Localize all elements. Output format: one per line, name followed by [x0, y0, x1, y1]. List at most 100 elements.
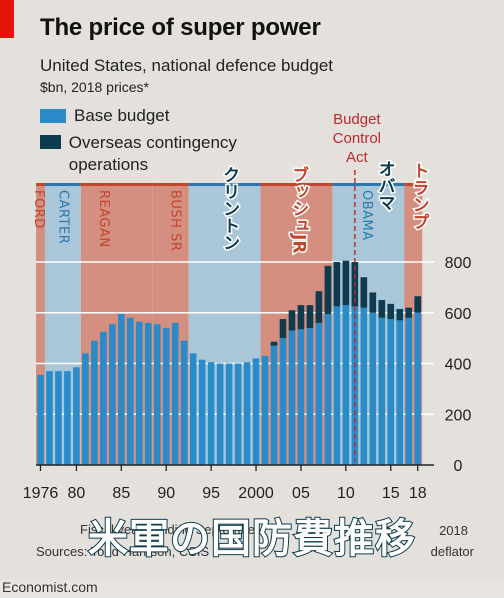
- bar-oco: [360, 277, 368, 308]
- bar-base: [144, 322, 152, 465]
- x-tick-label: 10: [337, 485, 355, 502]
- bar-oco: [342, 260, 350, 306]
- bar-base: [216, 363, 224, 465]
- admin-label: クリントン: [219, 166, 239, 251]
- bar-oco: [405, 307, 413, 318]
- bar-base: [162, 327, 170, 465]
- bar-base: [270, 345, 278, 465]
- brand-red-tab: [0, 0, 14, 38]
- bar-base: [171, 322, 179, 465]
- bar-base: [369, 312, 377, 465]
- bar-base: [82, 353, 89, 465]
- chart-source: Sources: Todd Harrison, CSIS: [36, 544, 210, 559]
- bar-base: [109, 324, 116, 465]
- bar-base: [288, 330, 296, 465]
- bar-base: [279, 338, 287, 465]
- bar-oco: [297, 305, 305, 330]
- bar-oco: [378, 300, 386, 318]
- legend-item-base: Base budget: [40, 106, 169, 126]
- bar-oco: [279, 319, 287, 339]
- x-tick-label: 15: [382, 485, 400, 502]
- bar-base: [225, 363, 233, 465]
- bar-base: [198, 359, 206, 465]
- admin-label: FORD: [31, 190, 46, 229]
- bar-oco: [333, 262, 341, 307]
- bar-base: [135, 321, 143, 465]
- bar-base: [100, 331, 107, 465]
- legend-label-oco: Overseas contingency operations: [68, 133, 237, 174]
- bar-base: [414, 312, 422, 465]
- bar-oco: [387, 303, 395, 320]
- bar-base: [360, 307, 368, 465]
- bar-base: [126, 317, 134, 465]
- chart-title: The price of super power: [40, 14, 321, 41]
- footer-credit: Economist.com: [2, 579, 98, 595]
- admin-band-top-line: [404, 183, 423, 186]
- chart-source-right: deflator: [430, 544, 474, 559]
- x-tick-label: 2000: [238, 485, 274, 502]
- annotation-label: Control: [333, 130, 381, 147]
- overlay-caption: 米軍の国防費推移: [87, 516, 416, 562]
- admin-band-top-line: [260, 183, 333, 186]
- bar-oco: [369, 292, 377, 313]
- bar-base: [252, 358, 260, 465]
- y-tick-label: 0: [454, 458, 463, 475]
- admin-band-top-line: [36, 183, 45, 186]
- bar-base: [118, 314, 125, 465]
- annotation-label: Act: [346, 149, 369, 166]
- bar-base: [324, 314, 332, 465]
- bar-base: [342, 305, 350, 465]
- chart-unit: $bn, 2018 prices*: [40, 79, 149, 95]
- x-tick-label: 80: [68, 485, 86, 502]
- admin-band-top-line: [152, 183, 189, 186]
- admin-label: トランプ: [409, 162, 429, 230]
- bar-base: [64, 371, 71, 465]
- bar-base: [189, 353, 197, 465]
- admin-label: REAGAN: [96, 190, 111, 248]
- bar-base: [91, 340, 98, 465]
- admin-label: オバマ: [374, 160, 395, 211]
- bar-base: [306, 327, 314, 465]
- bar-base: [243, 362, 251, 465]
- legend-label-base: Base budget: [74, 106, 170, 125]
- chart-subtitle: United States, national defence budget: [40, 56, 333, 75]
- admin-band-top-line: [332, 183, 405, 186]
- bar-oco: [324, 265, 332, 315]
- admin-band-top-line: [44, 183, 81, 186]
- x-tick-label: 85: [112, 485, 130, 502]
- chart-note-year: 2018: [439, 523, 468, 538]
- bar-oco: [270, 341, 278, 346]
- x-tick-label: 1976: [23, 485, 59, 502]
- bar-base: [297, 329, 305, 465]
- x-tick-label: 18: [409, 485, 427, 502]
- bar-base: [180, 340, 188, 465]
- admin-label: BUSH SR: [168, 190, 183, 251]
- legend-item-oco: Overseas contingency operations: [40, 132, 270, 176]
- bar-oco: [288, 310, 296, 331]
- legend-swatch-base: [40, 109, 66, 123]
- bar-base: [55, 371, 62, 465]
- admin-label: OBAMA: [359, 190, 374, 241]
- bar-oco: [315, 291, 323, 323]
- bar-base: [315, 322, 323, 465]
- legend-swatch-oco: [40, 135, 61, 149]
- bar-base: [378, 317, 386, 465]
- admin-label: ブッシュJR: [288, 165, 308, 253]
- bar-oco: [414, 296, 422, 313]
- bar-base: [46, 371, 53, 465]
- bar-base: [387, 319, 395, 465]
- annotation-label: Budget: [333, 111, 381, 128]
- bar-base: [37, 374, 44, 465]
- x-tick-label: 05: [292, 485, 310, 502]
- admin-band-top-line: [188, 183, 261, 186]
- bar-base: [234, 363, 242, 465]
- bar-base: [73, 367, 80, 465]
- admin-label: CARTER: [55, 190, 70, 244]
- bar-base: [207, 362, 215, 465]
- bar-oco: [396, 308, 404, 321]
- admin-band-top-line: [80, 183, 153, 186]
- x-tick-label: 95: [202, 485, 220, 502]
- admin-band: [36, 185, 45, 465]
- y-tick-label: 600: [445, 306, 472, 323]
